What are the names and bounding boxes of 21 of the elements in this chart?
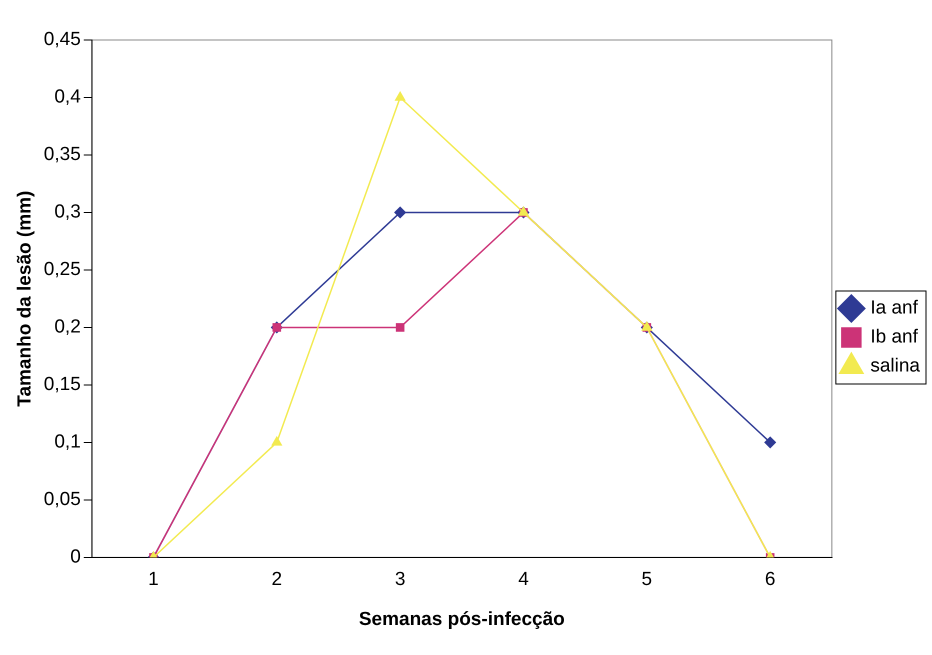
y-tick-label: 0,05 (44, 489, 81, 510)
y-tick-label: 0,1 (54, 432, 81, 453)
x-tick-label: 2 (272, 569, 282, 590)
x-tick-label: 6 (764, 569, 776, 590)
x-axis-title: Semanas pós-infecção (358, 608, 565, 630)
y-tick-label: 0,2 (54, 316, 81, 338)
x-tick-label: 4 (518, 569, 530, 590)
x-tick-label: 3 (394, 569, 406, 590)
y-axis-title: Tamanho da lesão (mm) (14, 190, 36, 407)
y-tick-label: 0,3 (54, 202, 81, 223)
legend-label: Ia anf (870, 298, 919, 319)
y-tick-label: 0 (70, 546, 81, 568)
y-tick-label: 0,25 (44, 259, 81, 280)
x-tick-label: 5 (642, 569, 652, 590)
y-tick-label: 0,4 (54, 86, 82, 108)
y-tick-label: 0,35 (44, 144, 81, 166)
x-tick-label: 1 (148, 569, 159, 590)
y-tick-label: 0,45 (44, 29, 81, 50)
legend-label: salina (870, 356, 920, 377)
legend-label: Ib anf (870, 326, 919, 348)
y-tick-label: 0,15 (44, 374, 81, 396)
